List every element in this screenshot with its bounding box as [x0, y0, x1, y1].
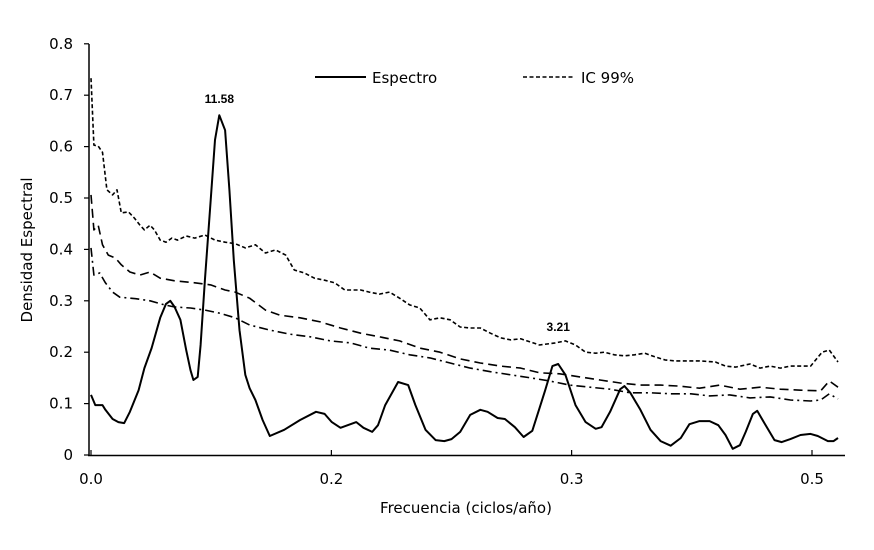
x-axis-title: Frecuencia (ciclos/año) — [380, 499, 552, 517]
axes — [88, 44, 845, 457]
series-line-solid — [90, 114, 839, 450]
legend-label-espectro: Espectro — [372, 69, 437, 87]
x-tick-label: 0.3 — [560, 470, 584, 488]
y-tick-label: 0.4 — [49, 240, 73, 258]
y-tick-label: 0 — [63, 446, 73, 464]
y-tick-label: 0.1 — [49, 395, 73, 413]
y-tick-label: 0.6 — [49, 138, 73, 156]
series-line-short-dash — [90, 78, 839, 369]
x-tick-label: 0.5 — [800, 470, 824, 488]
series-line-dash-dot — [90, 247, 839, 402]
legend-label-ic99: IC 99% — [581, 69, 634, 87]
peak-annotation: 11.58 — [205, 92, 235, 106]
y-tick-label: 0.2 — [49, 343, 73, 361]
y-tick-label: 0.3 — [49, 292, 73, 310]
x-tick-label: 0.0 — [79, 470, 103, 488]
y-axis-title: Densidad Espectral — [18, 178, 36, 323]
x-tick-label: 0.2 — [319, 470, 343, 488]
y-tick-label: 0.5 — [49, 189, 73, 207]
legend: Espectro IC 99% — [315, 69, 634, 87]
y-tick-label: 0.7 — [49, 86, 73, 104]
y-tick-label: 0.8 — [49, 35, 73, 53]
peak-annotation: 3.21 — [547, 320, 571, 334]
series-line-long-dash — [90, 194, 839, 392]
